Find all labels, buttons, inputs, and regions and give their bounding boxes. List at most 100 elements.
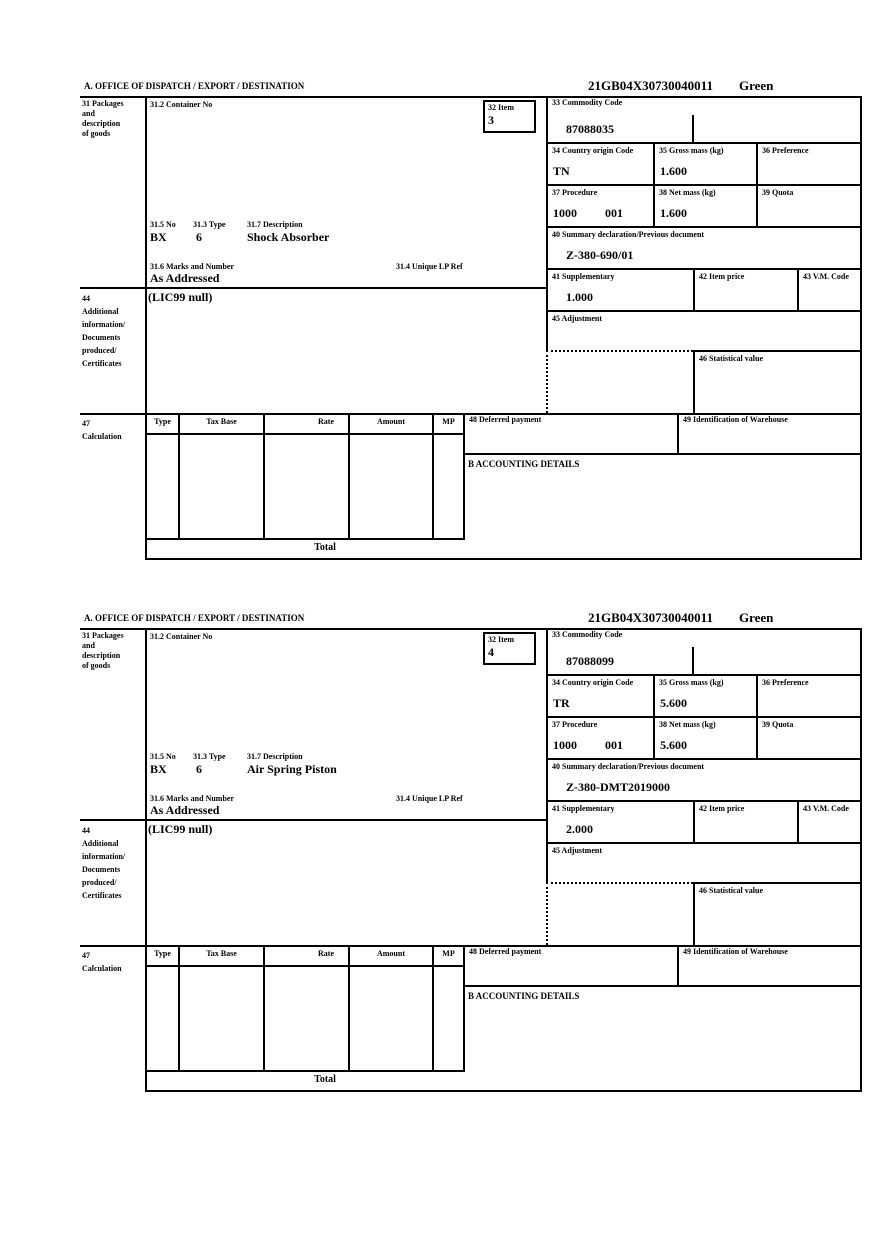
item-number-value: 4: [488, 645, 494, 659]
box45-dotted-extension: [546, 882, 693, 945]
box42-item-price: 42 Item price: [693, 800, 797, 842]
section-a-title: A. OFFICE OF DISPATCH / EXPORT / DESTINA…: [84, 81, 305, 91]
box34-country-origin: 34 Country origin Code TR: [546, 674, 653, 716]
tax-header-type: Type: [145, 945, 178, 967]
tax-cell-tax-base: [178, 435, 263, 540]
box48-deferred-payment: 48 Deferred payment: [463, 413, 677, 455]
previous-document-value: Z-380-690/01: [566, 248, 634, 262]
marks-numbers-label: 31.6 Marks and Number: [150, 262, 235, 271]
box41-supplementary: 41 Supplementary 1.000: [546, 268, 693, 310]
gross-mass-value: 1.600: [660, 164, 687, 178]
item-price-label: 42 Item price: [699, 804, 745, 813]
procedure-label: 37 Procedure: [552, 188, 598, 197]
item-label: 32 Item: [488, 103, 514, 112]
tax-cell-tax-base: [178, 967, 263, 1072]
tax-header-amount: Amount: [348, 945, 432, 967]
previous-document-value: Z-380-DMT2019000: [566, 780, 670, 794]
tax-cell-amount: [348, 967, 432, 1072]
country-origin-value: TR: [553, 696, 570, 710]
box47-margin-label: 47 Calculation: [82, 949, 122, 975]
tax-cell-type: [145, 435, 178, 540]
box31-line: and: [82, 641, 95, 650]
packages-type-value: 6: [196, 230, 202, 244]
previous-document-label: 40 Summary declaration/Previous document: [552, 762, 705, 771]
description-label: 31.7 Description: [247, 752, 303, 761]
box46-statistical-value: 46 Statistical value: [693, 882, 862, 945]
vm-code-label: 43 V.M. Code: [803, 804, 849, 813]
preference-label: 36 Preference: [762, 146, 809, 155]
box31-line: 31 Packages: [82, 631, 124, 640]
adjustment-label: 45 Adjustment: [552, 846, 603, 855]
item-number-value: 3: [488, 113, 494, 127]
divider-44-47: [80, 945, 862, 947]
preference-label: 36 Preference: [762, 678, 809, 687]
packages-no-value: BX: [150, 230, 167, 244]
box34-country-origin: 34 Country origin Code TN: [546, 142, 653, 184]
unique-lp-ref-label: 31.4 Unique LP Ref: [396, 262, 463, 271]
procedure-code: 1000: [553, 206, 577, 220]
country-origin-label: 34 Country origin Code: [552, 678, 634, 687]
tax-header-mp: MP: [432, 945, 465, 967]
box47-line: Calculation: [82, 432, 122, 441]
tax-cell-amount: [348, 435, 432, 540]
box42-item-price: 42 Item price: [693, 268, 797, 310]
adjustment-label: 45 Adjustment: [552, 314, 603, 323]
box44-line: information/: [82, 320, 126, 329]
box36-preference: 36 Preference: [756, 674, 862, 716]
box31-line: 31 Packages: [82, 99, 124, 108]
additional-information-value: (LIC99 null): [148, 822, 213, 836]
deferred-payment-label: 48 Deferred payment: [469, 415, 542, 424]
accounting-details-section-label: B ACCOUNTING DETAILS: [468, 459, 580, 469]
box35-gross-mass: 35 Gross mass (kg) 5.600: [653, 674, 756, 716]
goods-description-value: Shock Absorber: [247, 230, 330, 244]
form-bottom-border: [145, 558, 862, 560]
previous-document-label: 40 Summary declaration/Previous document: [552, 230, 705, 239]
packages-type-label: 31.3 Type: [193, 752, 226, 761]
box37-procedure: 37 Procedure 1000 001: [546, 716, 653, 758]
box39-quota: 39 Quota: [756, 184, 862, 226]
packages-type-value: 6: [196, 762, 202, 776]
box31-line: of goods: [82, 661, 111, 670]
supplementary-value: 1.000: [566, 290, 593, 304]
label-column-divider: [145, 96, 147, 560]
box36-preference: 36 Preference: [756, 142, 862, 184]
procedure-second-code: 001: [605, 738, 623, 752]
tax-cell-mp: [432, 435, 465, 540]
customs-declaration-item-copy: A. OFFICE OF DISPATCH / EXPORT / DESTINA…: [80, 78, 862, 562]
box44-line: Additional: [82, 839, 119, 848]
net-mass-label: 38 Net mass (kg): [659, 188, 716, 197]
tax-cell-rate: [263, 435, 348, 540]
procedure-value: 1000 001: [553, 738, 623, 753]
box38-net-mass: 38 Net mass (kg) 5.600: [653, 716, 756, 758]
statistical-value-label: 46 Statistical value: [699, 354, 763, 363]
box46-statistical-value: 46 Statistical value: [693, 350, 862, 413]
box33-commodity-code: 33 Commodity Code 87088099: [546, 628, 862, 674]
item-label: 32 Item: [488, 635, 514, 644]
commodity-code-label: 33 Commodity Code: [552, 98, 623, 107]
gross-mass-value: 5.600: [660, 696, 687, 710]
supplementary-value: 2.000: [566, 822, 593, 836]
box44-margin-label: 44 Additional information/ Documents pro…: [82, 824, 125, 902]
box49-warehouse-id: 49 Identification of Warehouse: [677, 413, 862, 455]
box44-line: Additional: [82, 307, 119, 316]
commodity-code-subdivider: [692, 115, 694, 142]
marks-numbers-value: As Addressed: [150, 803, 220, 817]
section-a-title: A. OFFICE OF DISPATCH / EXPORT / DESTINA…: [84, 613, 305, 623]
box45-dotted-extension: [546, 350, 693, 413]
box40-previous-document: 40 Summary declaration/Previous document…: [546, 758, 862, 800]
net-mass-value: 1.600: [660, 206, 687, 220]
box37-procedure: 37 Procedure 1000 001: [546, 184, 653, 226]
country-origin-value: TN: [553, 164, 570, 178]
routing-status: Green: [738, 610, 774, 625]
box44-line: Documents: [82, 865, 121, 874]
statistical-value-label: 46 Statistical value: [699, 886, 763, 895]
form-right-border: [860, 628, 862, 1092]
total-label: Total: [314, 1074, 336, 1085]
form-top-border: [80, 628, 862, 630]
box44-line: Certificates: [82, 359, 122, 368]
box39-quota: 39 Quota: [756, 716, 862, 758]
box31-line: description: [82, 119, 121, 128]
box33-commodity-code: 33 Commodity Code 87088035: [546, 96, 862, 142]
movement-reference-number: 21GB04X30730040011: [588, 78, 713, 93]
box44-line: 44: [82, 294, 90, 303]
